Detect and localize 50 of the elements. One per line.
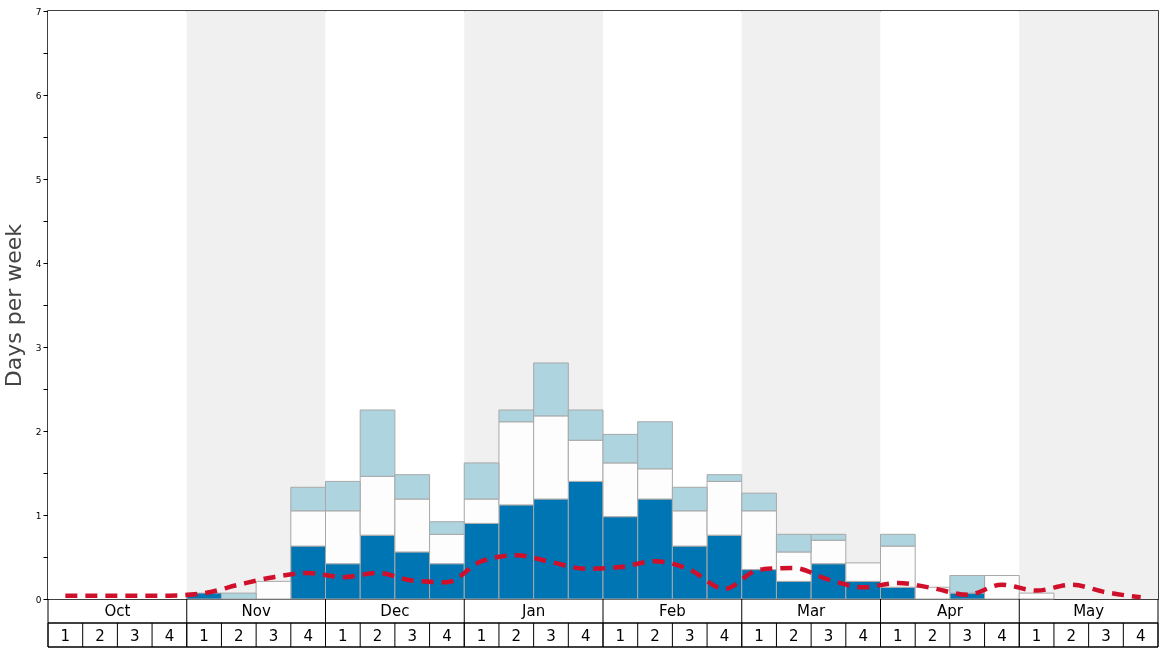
text: May xyxy=(1073,602,1105,620)
x-tick-label: 4 xyxy=(164,627,175,645)
x-tick-label: 4 xyxy=(303,627,313,645)
text: Nov xyxy=(241,602,271,620)
x-tick-label: 2 xyxy=(95,627,105,645)
y-tick-label: 0 xyxy=(35,594,42,605)
text: Jan xyxy=(521,602,546,620)
x-tick-label: 4 xyxy=(1135,627,1146,645)
x-tick-label: 3 xyxy=(546,627,556,645)
text: Mar xyxy=(796,602,827,620)
y-tick-label: 2 xyxy=(35,426,42,437)
x-tick-label: 3 xyxy=(129,627,140,645)
x-tick-label: 1 xyxy=(615,627,626,645)
y-tick-label: 1 xyxy=(35,510,42,521)
y-tick-label: 4 xyxy=(35,258,42,269)
x-tick-label: 1 xyxy=(1031,627,1042,645)
y-tick-label: 6 xyxy=(35,90,42,101)
x-tick-label: 2 xyxy=(372,627,383,645)
x-tick-label: 1 xyxy=(893,627,903,645)
x-tick-label: 4 xyxy=(442,627,452,645)
x-tick-label: 2 xyxy=(511,627,522,645)
x-tick-label: 2 xyxy=(650,627,660,645)
x-tick-label: 4 xyxy=(719,627,730,645)
x-tick-label: 4 xyxy=(858,627,868,645)
x-tick-label: 4 xyxy=(997,627,1007,645)
text: Feb xyxy=(659,602,686,620)
x-tick-label: 2 xyxy=(234,627,244,645)
x-tick-label: 2 xyxy=(927,627,938,645)
x-tick-label: 3 xyxy=(962,627,972,645)
y-axis-title: Days per week xyxy=(0,223,26,388)
text: Dec xyxy=(380,602,410,620)
x-tick-label: 1 xyxy=(199,627,209,645)
text: Apr xyxy=(936,602,964,620)
x-tick-label: 1 xyxy=(338,627,348,645)
x-tick-label: 3 xyxy=(684,627,695,645)
line-series xyxy=(63,553,1143,600)
x-tick-label: 1 xyxy=(60,627,71,645)
y-tick-label: 3 xyxy=(35,342,42,353)
x-tick-label: 3 xyxy=(268,627,279,645)
x-tick-label: 3 xyxy=(407,627,417,645)
x-tick-label: 2 xyxy=(1066,627,1077,645)
x-tick-label: 1 xyxy=(476,627,487,645)
y-tick-label: 7 xyxy=(35,6,42,17)
x-tick-label: 4 xyxy=(580,627,591,645)
y-tick-label: 5 xyxy=(35,174,42,185)
x-tick-label: 2 xyxy=(789,627,799,645)
text: Oct xyxy=(104,602,131,620)
x-tick-label: 3 xyxy=(823,627,834,645)
x-tick-label: 3 xyxy=(1101,627,1111,645)
x-tick-label: 1 xyxy=(754,627,764,645)
